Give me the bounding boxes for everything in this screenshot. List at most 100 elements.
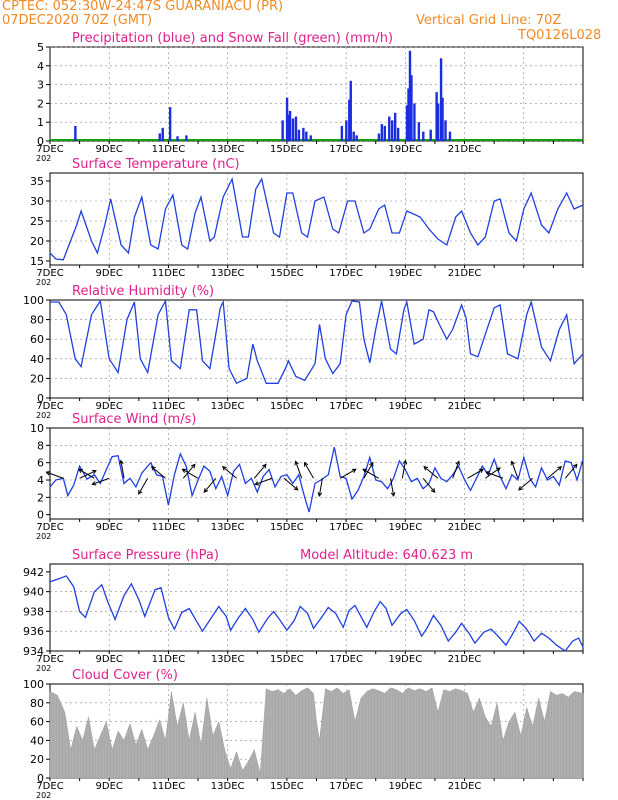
y-tick-label: 60 [30,333,44,346]
wind-arrow [203,477,217,493]
x-tick-label: 15DEC [270,781,304,792]
x-tick-label: 15DEC [270,268,304,279]
x-tick-label: 21DEC [448,522,482,533]
y-tick-label: 80 [30,314,44,327]
x-tick-label: 13DEC [211,401,245,412]
panel-title: Precipitation (blue) and Snow Fall (gree… [72,31,393,46]
y-tick-label: 938 [23,605,44,618]
wind-arrowhead [510,460,516,466]
wind-arrowhead [572,463,578,469]
wind-arrowhead [362,468,368,473]
wind-arrowhead [190,463,196,469]
wind-arrowhead [304,461,309,467]
precip-bar [383,125,387,141]
wind-arrow [485,471,504,479]
precip-bar [302,127,305,141]
year-label: 202 [36,278,51,287]
precip-bar [287,114,290,141]
product-code: TQ0126L028 [518,28,602,43]
x-tick-label: 17DEC [329,522,363,533]
y-tick-label: 0 [37,135,44,148]
x-tick-label: 15DEC [270,654,304,665]
wind-arrowhead [293,485,299,491]
wind-arrowhead [181,468,187,473]
precip-bar [349,80,352,141]
panel-4: 0 2 4 6 8 10 7DEC 9DEC 11DEC 13DEC 15DEC 17DEC 19DEC… [30,412,584,541]
x-tick-label: 19DEC [388,522,422,533]
wind-arrow [484,467,501,479]
series-line [49,446,584,513]
y-tick-label: 936 [23,625,44,638]
precip-bar [285,97,289,141]
wind-arrowhead [317,492,323,498]
wind-arrowhead [91,481,97,486]
series-line [49,176,584,261]
panel-title: Cloud Cover (%) [72,668,178,683]
y-tick-label: 3 [37,79,44,92]
precip-bar [444,120,447,141]
precip-bar [410,75,413,141]
series-line [49,575,584,652]
y-tick-label: 4 [37,474,44,487]
x-tick-label: 9DEC [96,268,123,279]
y-tick-label: 20 [30,753,44,766]
x-tick-label: 11DEC [152,781,186,792]
wind-arrowhead [91,469,97,475]
precip-bar [435,92,438,141]
wind-arrow [254,477,273,485]
x-tick-label: 17DEC [329,144,363,155]
year-label: 202 [36,532,51,541]
wind-arrowhead [485,471,491,476]
wind-arrowhead [557,466,563,471]
y-tick-label: 100 [23,678,44,691]
precip-bar [158,133,161,141]
wind-arrow [363,462,374,479]
precip-bar [176,136,179,141]
precip-bar [161,127,164,141]
wind-arrowhead [423,466,429,471]
panel-frame [49,172,584,266]
y-tick-label: 934 [23,645,44,658]
precip-bar [74,125,77,141]
panel-frame [49,427,584,520]
panel-2: 15 20 25 30 35 7DEC 9DEC 11DEC 13DEC 15DEC 17DEC 19… [30,157,584,287]
panel-5: 934 936 938 940 942 7DEC 9DEC 11DEC 13DEC 15DEC 17… [23,548,584,673]
precip-bar [436,103,440,141]
x-tick-label: 13DEC [211,144,245,155]
wind-arrowhead [119,459,124,465]
y-tick-label: 1 [37,116,44,129]
y-tick-label: 40 [30,353,44,366]
x-tick-label: 15DEC [270,522,304,533]
wind-arrow [401,460,406,479]
wind-arrow [182,464,196,479]
wind-arrow [547,466,562,479]
y-tick-label: 10 [30,422,44,435]
x-tick-label: 9DEC [96,654,123,665]
year-label: 202 [36,154,51,163]
year-label: 202 [36,411,51,420]
x-tick-label: 7DEC [36,654,63,665]
wind-arrow [78,468,95,479]
wind-arrowhead [77,468,83,473]
precip-bar [407,88,410,141]
x-tick-label: 11DEC [152,268,186,279]
panel-title: Surface Wind (m/s) [72,412,196,427]
grid-note: Vertical Grid Line: 70Z [416,13,562,28]
x-tick-label: 13DEC [211,781,245,792]
precip-bar [380,124,384,141]
wind-arrowhead [430,488,436,493]
precip-bar [345,120,348,141]
x-tick-label: 13DEC [211,268,245,279]
wind-arrowhead [138,489,143,495]
x-tick-label: 19DEC [388,268,422,279]
wind-arrowhead [495,467,501,472]
panel-frame [49,46,584,142]
precip-bar [422,131,425,141]
wind-arrow [362,468,379,479]
wind-arrow [467,468,484,479]
wind-arrow [46,471,64,479]
wind-arrow [283,477,299,491]
x-tick-label: 11DEC [152,144,186,155]
wind-arrowhead [479,468,485,473]
